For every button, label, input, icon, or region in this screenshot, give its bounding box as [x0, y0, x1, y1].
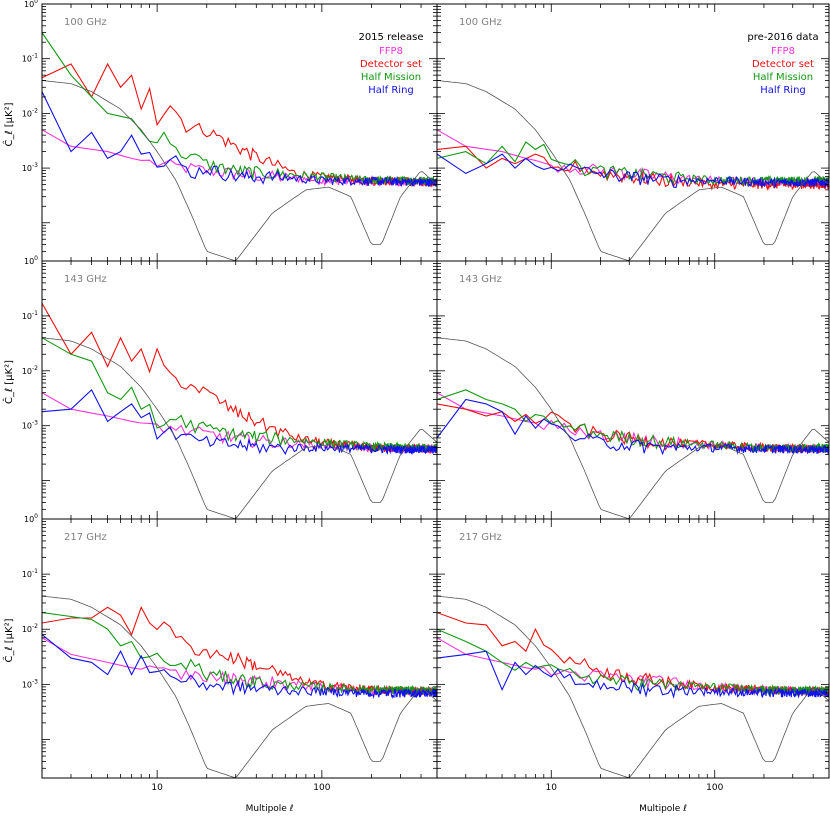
x-axis-label: Multipole ℓ	[639, 804, 687, 814]
ticks	[41, 260, 438, 520]
series-half-mission-line	[437, 628, 829, 697]
panel-frame	[41, 518, 438, 779]
plot-area	[437, 80, 829, 261]
legend-entry-ffp8: FFP8	[771, 46, 795, 57]
plot-area	[42, 32, 437, 261]
x-tick-label: 10	[546, 783, 558, 793]
y-tick-label: 10-2	[22, 623, 38, 634]
frequency-label: 100 GHz	[64, 17, 107, 28]
y-axis-label: Ĉ_ℓ [μK²]	[2, 360, 15, 404]
panel-217-2015: 100 10-1 10-2 10-3 Ĉ_ℓ [μK²] 10 100 Multipole ℓ…	[2, 513, 438, 814]
panel-frame	[436, 518, 830, 779]
y-axis-label: Ĉ_ℓ [μK²]	[2, 618, 15, 662]
panel-143-pre2016: 143 GHz	[436, 260, 830, 520]
plot-area	[437, 337, 829, 519]
x-axis-label: Multipole ℓ	[246, 804, 294, 814]
legend-entry-half-mission: Half Mission	[753, 72, 813, 83]
panel-217-pre2016: 10 100 Multipole ℓ 217 GHz	[436, 518, 830, 814]
y-tick-label: 10-2	[22, 365, 38, 376]
legend-entry-half-ring: Half Ring	[760, 85, 806, 96]
series-half-ring-line	[437, 398, 829, 456]
series-half-ring-line	[437, 650, 829, 700]
legend-title: 2015 release	[358, 32, 423, 43]
ticks	[436, 518, 830, 779]
series-theory-line	[437, 337, 829, 519]
ticks	[436, 260, 830, 520]
series-theory-line	[42, 337, 437, 519]
y-tick-label: 10-2	[22, 107, 38, 118]
ticks	[436, 3, 830, 262]
ticks	[41, 3, 438, 262]
panel-143-2015: 100 10-1 10-2 10-3 Ĉ_ℓ [μK²] 143 GHz	[2, 255, 438, 520]
series-half-mission-line	[42, 32, 437, 187]
panel-frame	[41, 260, 438, 520]
frequency-label: 143 GHz	[64, 274, 107, 285]
y-tick-label: 100	[24, 513, 38, 524]
series-theory-line	[42, 80, 437, 261]
y-tick-label: 10-3	[22, 678, 38, 689]
frequency-label: 100 GHz	[459, 17, 502, 28]
series-detector-set-line	[42, 303, 437, 455]
frequency-label: 217 GHz	[459, 532, 502, 543]
frequency-label: 217 GHz	[64, 532, 107, 543]
legend-entry-ffp8: FFP8	[379, 46, 403, 57]
legend-entry-detector-set: Detector set	[752, 59, 814, 70]
series-half-mission-line	[42, 612, 437, 696]
panel-frame	[436, 260, 830, 520]
frequency-label: 143 GHz	[459, 274, 502, 285]
legend: 2015 release FFP8 Detector set Half Mission…	[358, 32, 423, 96]
y-tick-label: 100	[24, 0, 38, 9]
series-theory-line	[437, 80, 829, 261]
ticks	[41, 518, 438, 779]
series-theory-line	[437, 595, 829, 778]
y-axis-label: Ĉ_ℓ [μK²]	[2, 102, 15, 146]
plot-area	[42, 303, 437, 519]
y-tick-label: 10-1	[22, 568, 38, 579]
y-tick-label: 10-3	[22, 162, 38, 173]
x-tick-label: 10	[151, 783, 163, 793]
y-tick-label: 10-1	[22, 310, 38, 321]
legend-entry-half-ring: Half Ring	[368, 85, 414, 96]
legend-entry-detector-set: Detector set	[360, 59, 422, 70]
x-tick-label: 100	[313, 783, 330, 793]
y-tick-label: 10-3	[22, 420, 38, 431]
series-half-ring-line	[42, 91, 437, 188]
legend-entry-half-mission: Half Mission	[361, 72, 421, 83]
y-tick-label: 10-1	[22, 53, 38, 64]
panel-100-pre2016: 100 GHz pre-2016 data FFP8 Detector set Half…	[436, 3, 830, 262]
legend: pre-2016 data FFP8 Detector set Half Missio…	[747, 32, 818, 96]
series-half-ring-line	[437, 153, 829, 189]
legend-title: pre-2016 data	[747, 32, 818, 43]
panel-100-2015: 100 10-1 10-2 10-3 Ĉ_ℓ [μK²] 100 GHz 2015 rele…	[2, 0, 438, 262]
series-half-mission-line	[437, 141, 829, 187]
plot-area	[42, 595, 437, 778]
plot-area	[437, 595, 829, 778]
series-half-ring-line	[42, 388, 437, 456]
series-half-ring-line	[42, 634, 437, 700]
y-tick-label: 100	[24, 255, 38, 266]
x-tick-label: 100	[706, 783, 723, 793]
series-theory-line	[42, 595, 437, 778]
